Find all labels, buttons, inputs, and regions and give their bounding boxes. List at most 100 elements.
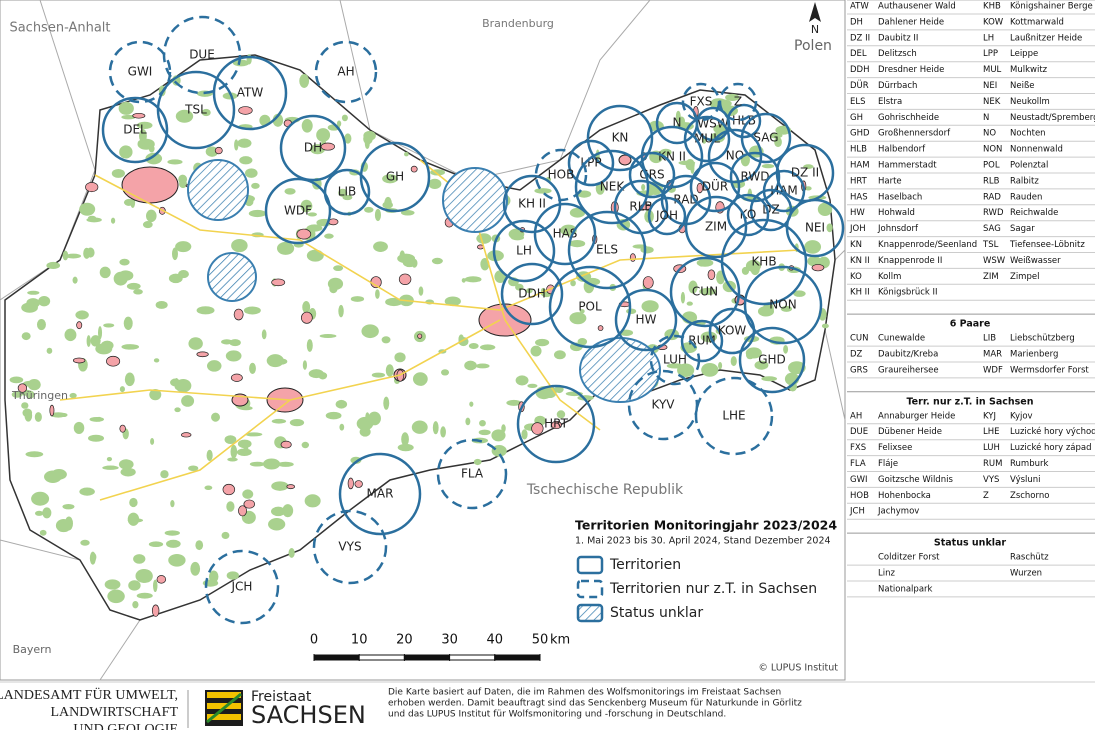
forest: [224, 435, 237, 445]
table-cell: Halbendorf: [878, 145, 926, 155]
territory: [708, 307, 756, 355]
town: [151, 604, 160, 617]
forest: [237, 138, 252, 148]
territory-label: KHB: [751, 255, 776, 269]
legend-subtitle: 1. Mai 2023 bis 30. April 2024, Stand De…: [575, 536, 831, 547]
forest: [225, 350, 242, 362]
table-cell: Dahlener Heide: [878, 17, 944, 27]
table-cell: Raschütz: [1010, 553, 1049, 563]
forest: [382, 201, 394, 209]
territory-label: KN: [612, 131, 629, 145]
table-cell: Zimpel: [1010, 272, 1039, 282]
forest: [300, 199, 313, 213]
territory-label: CUN: [692, 285, 718, 299]
forest: [79, 487, 95, 496]
territory-label: KYV: [652, 398, 676, 412]
territory: [647, 196, 687, 236]
road: [94, 174, 801, 311]
forest: [249, 362, 256, 374]
forest: [121, 344, 140, 350]
town: [629, 253, 636, 262]
territory-label: JOH: [655, 209, 678, 223]
territory: [726, 193, 770, 237]
territory: [101, 96, 169, 164]
forest: [98, 326, 103, 340]
table-cell: WSW: [983, 256, 1006, 266]
forest: [62, 250, 69, 261]
town: [49, 404, 55, 417]
forest: [262, 458, 281, 470]
table-cell: TSL: [982, 240, 999, 250]
forest: [677, 363, 695, 378]
territory-label: AH: [337, 65, 354, 79]
forest: [374, 208, 382, 222]
scale-unit: km: [550, 633, 570, 648]
table-cell: DZ: [850, 350, 863, 360]
town: [417, 333, 423, 339]
table-cell: Johnsdorf: [877, 224, 919, 234]
forest: [167, 159, 183, 165]
forest: [118, 101, 134, 115]
town: [76, 321, 83, 330]
territory: [567, 139, 615, 187]
forest: [80, 539, 90, 546]
table-cell: Königsbrück II: [878, 288, 938, 298]
table-cell: Nonnenwald: [1010, 145, 1063, 155]
town: [85, 182, 99, 193]
forest: [195, 540, 204, 551]
forest: [146, 209, 157, 223]
partial-territory: [718, 82, 758, 122]
forest: [821, 323, 829, 329]
partial-territory: [314, 40, 378, 104]
table-cell: HRT: [850, 176, 868, 186]
forest: [428, 178, 442, 190]
table-cell: Sagar: [1010, 224, 1035, 234]
forest: [595, 182, 605, 195]
forest: [25, 451, 44, 458]
table-cell: Weißwasser: [1010, 256, 1061, 266]
table-cell: Wurzen: [1010, 569, 1042, 579]
unclear-area: [442, 167, 508, 233]
table-cell: LPP: [983, 49, 998, 59]
table-cell: KN II: [850, 256, 870, 266]
forest: [364, 206, 374, 213]
forest: [762, 302, 774, 316]
forest: [506, 399, 522, 406]
territory-label: N: [673, 116, 682, 130]
forest: [133, 554, 146, 564]
forest: [325, 411, 342, 420]
table-cell: DUE: [850, 427, 868, 437]
forest: [526, 288, 533, 294]
forest: [120, 467, 136, 477]
table-cell: Graureihersee: [878, 365, 939, 375]
forest: [136, 592, 153, 599]
table-cell: Elstra: [878, 97, 902, 107]
forest: [530, 345, 542, 357]
table-cell: GHD: [850, 129, 870, 139]
forest: [127, 283, 139, 289]
table-cell: Harte: [878, 176, 902, 186]
town: [410, 165, 418, 173]
forest: [725, 93, 740, 102]
table-cell: Dübener Heide: [878, 427, 942, 437]
forest: [461, 278, 466, 283]
forest: [301, 441, 310, 449]
territory: [516, 384, 596, 464]
table-cell: HLB: [850, 145, 867, 155]
forest: [24, 409, 33, 422]
forest: [780, 305, 793, 312]
table-cell: Fláje: [878, 459, 898, 469]
agency-name: LANDESAMT FÜR UMWELT,: [0, 686, 178, 703]
territory: [640, 125, 704, 189]
forest: [817, 202, 833, 216]
forest: [190, 561, 201, 576]
table-cell: KN: [850, 240, 862, 250]
forest: [153, 358, 160, 363]
territory-label: DÜR: [702, 178, 728, 194]
forest: [335, 399, 348, 409]
forest: [234, 139, 239, 151]
table-cell: Kollm: [878, 272, 901, 282]
territory-label: FXS: [690, 95, 713, 109]
